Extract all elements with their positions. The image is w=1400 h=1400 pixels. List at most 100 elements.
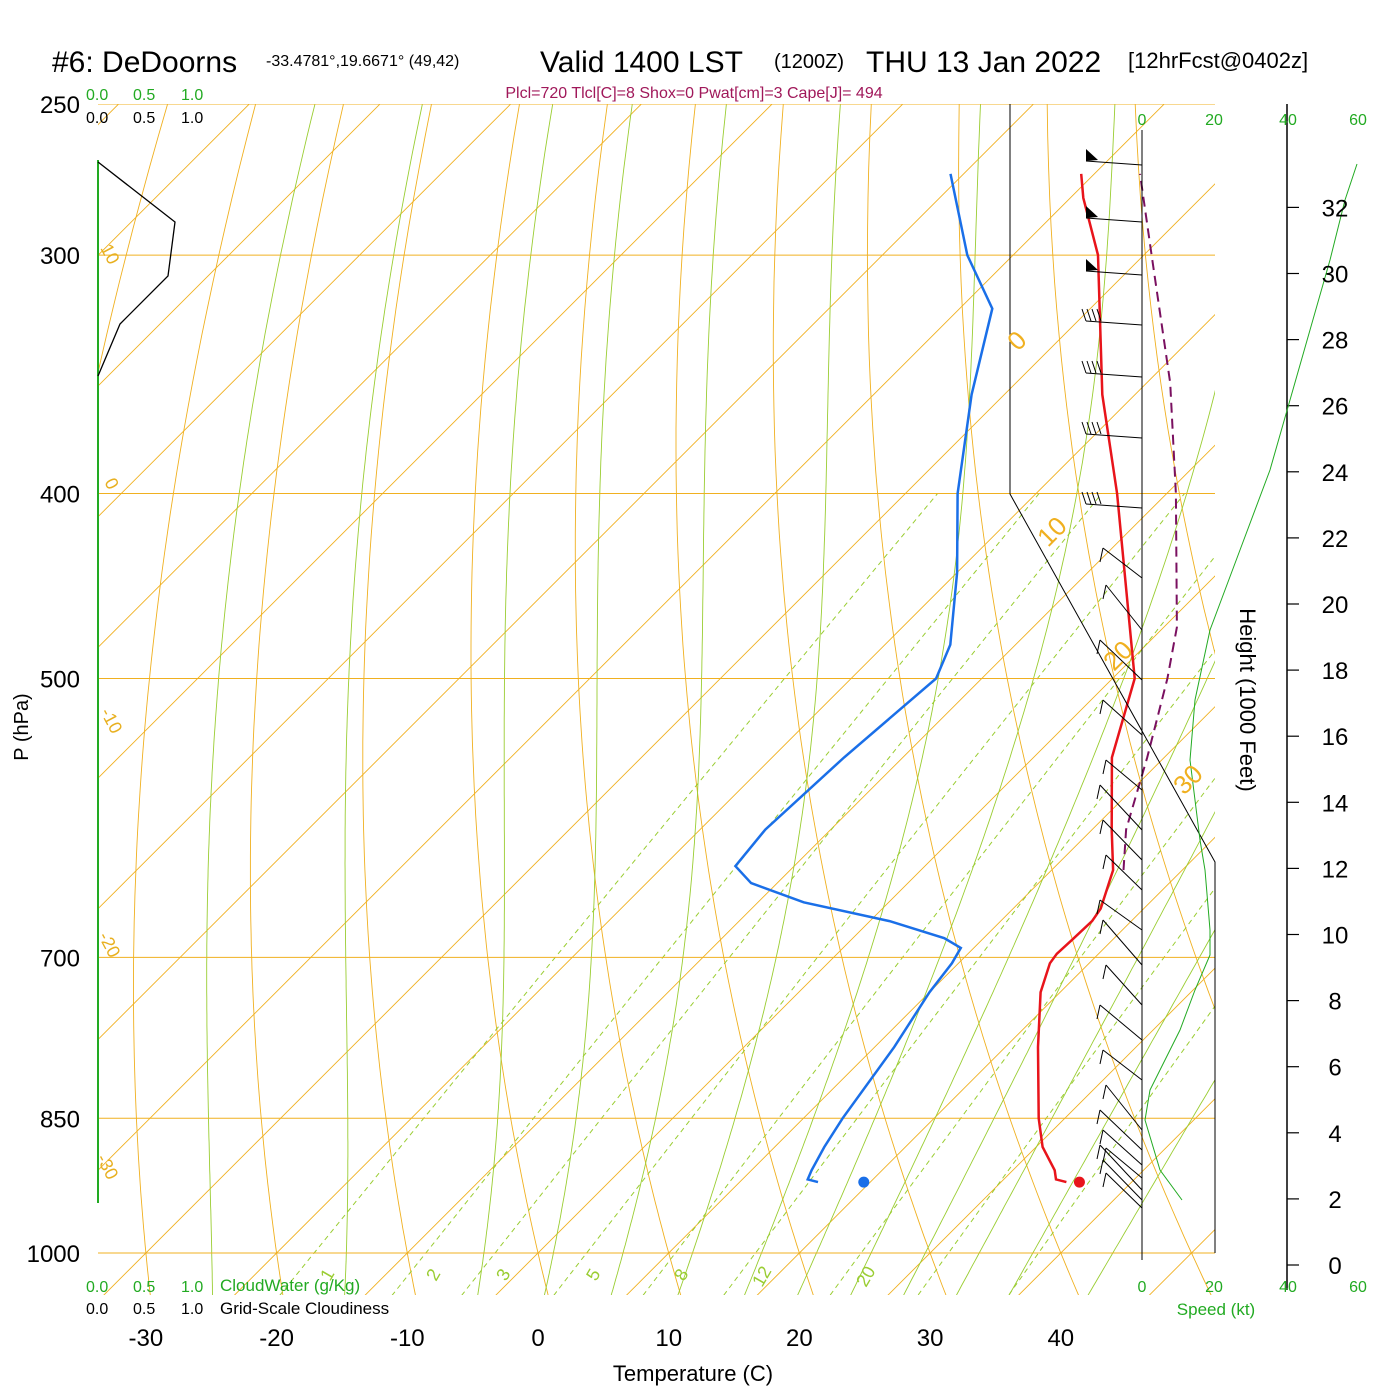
cloudwater-tick-top: 1.0 (181, 87, 203, 104)
speed-tick-top: 40 (1279, 112, 1297, 129)
isotherm-line (756, 836, 1215, 1295)
cloudwater-tick-bottom: 0.5 (133, 1279, 155, 1296)
cloudiness-tick-top: 1.0 (181, 110, 203, 127)
wind-barb (1102, 1084, 1143, 1131)
speed-tick-bottom: 0 (1138, 1279, 1147, 1296)
temperature-tick-label: 10 (655, 1325, 682, 1352)
height-tick-label: 32 (1322, 195, 1349, 222)
dry-adiabat (675, 104, 814, 1295)
wind-barb (1102, 964, 1143, 1006)
valid-time: Valid 1400 LST (540, 46, 743, 79)
height-tick-label: 2 (1328, 1187, 1341, 1214)
wind-barb (1096, 1144, 1143, 1191)
dry-adiabat (1134, 104, 1215, 656)
parcel-profile (1122, 173, 1178, 871)
moist-adiabat (1008, 928, 1215, 1295)
wind-barb (1085, 259, 1143, 276)
temperature-tick-label: 0 (531, 1325, 544, 1352)
wind-barb (1102, 584, 1143, 631)
station-title: #6: DeDoorns (52, 46, 237, 79)
moist-adiabat (544, 104, 633, 1295)
speed-tick-top: 20 (1205, 112, 1223, 129)
isotherm-line (98, 104, 250, 256)
isotherm-line (495, 575, 1215, 1295)
wind-barb (1085, 206, 1143, 223)
speed-tick-bottom: 20 (1205, 1279, 1223, 1296)
wind-barb (1081, 360, 1143, 378)
wind-barb (1081, 421, 1143, 439)
isotherm-line (98, 104, 1035, 1041)
wind-barb (1096, 899, 1143, 931)
speed-tick-bottom: 60 (1349, 1279, 1367, 1296)
mixing-ratio-line (642, 555, 1215, 1295)
moist-adiabat (677, 104, 841, 1295)
y-axis-title: P (hPa) (11, 693, 33, 760)
profiles (733, 173, 1178, 1188)
isotherm-line (98, 104, 643, 649)
moist-adiabat (956, 811, 1215, 1295)
speed-tick-top: 0 (1138, 112, 1147, 129)
temperature-profile (1036, 173, 1136, 1184)
wind-barb (1099, 1129, 1143, 1166)
isotherm-line (626, 706, 1215, 1295)
mixing-ratio-line (917, 887, 1215, 1295)
height-tick-label: 16 (1322, 724, 1349, 751)
forecast-info: [12hrFcst@0402z] (1128, 48, 1308, 73)
height-tick-label: 12 (1322, 856, 1349, 883)
x-axis-title: Temperature (C) (613, 1361, 773, 1386)
wind-barb (1096, 784, 1143, 831)
height-axis-title: Height (1000 Feet) (1235, 608, 1260, 791)
dry-adiabat (574, 104, 682, 1295)
mixing-ratio-line (461, 493, 1103, 1295)
cloudwater-title: CloudWater (g/Kg) (220, 1276, 360, 1295)
wind-barb (1102, 854, 1143, 891)
isotherm-line (98, 104, 381, 387)
wind-barb (1081, 491, 1143, 509)
moist-adiabat (344, 104, 423, 1295)
dry-adiabat (249, 104, 344, 1295)
speed-title: Speed (kt) (1177, 1300, 1255, 1319)
mixing-ratio-line (723, 649, 1215, 1295)
moist-adiabat (206, 104, 316, 1295)
temperature-tick-label: -20 (259, 1325, 294, 1352)
pressure-tick-label: 850 (40, 1106, 80, 1133)
station-coords: -33.4781°,19.6671° (49,42) (266, 53, 459, 70)
dry-adiabat (470, 104, 549, 1295)
pressure-tick-label: 400 (40, 482, 80, 509)
mixing-ratio-line (553, 493, 1185, 1295)
wind-barb (1099, 547, 1143, 579)
cloudiness-title: Grid-Scale Cloudiness (220, 1299, 389, 1318)
moist-adiabat (1087, 1078, 1215, 1295)
wind-speed-profile (1144, 163, 1358, 1201)
dry-adiabat (1046, 104, 1215, 1011)
moist-adiabat (744, 104, 981, 1295)
dewpoint-surface-marker (858, 1176, 870, 1188)
isotherm-line (233, 313, 1215, 1295)
height-tick-label: 28 (1322, 328, 1349, 355)
cloudwater-tick-top: 0.5 (133, 87, 155, 104)
dry-adiabat (958, 104, 1212, 1295)
cloudiness-tick-bottom: 0.0 (86, 1301, 108, 1318)
cloudiness-profile (97, 161, 176, 377)
wind-barb (1099, 1049, 1143, 1081)
height-tick-label: 30 (1322, 262, 1349, 289)
dry-adiabat (133, 104, 257, 1295)
cloudiness-tick-top: 0.0 (86, 110, 108, 127)
isotherm-line (98, 104, 512, 518)
height-tick-label: 24 (1322, 460, 1349, 487)
temperature-tick-label: 30 (917, 1325, 944, 1352)
valid-date: THU 13 Jan 2022 (866, 46, 1101, 79)
height-tick-label: 6 (1328, 1055, 1341, 1082)
temperature-tick-label: -10 (390, 1325, 425, 1352)
moist-adiabat (903, 660, 1215, 1295)
dewpoint-profile (733, 173, 994, 1184)
isotherm-line (887, 967, 1215, 1295)
speed-tick-bottom: 40 (1279, 1279, 1297, 1296)
wind-barb (1102, 1172, 1143, 1209)
cloudiness-tick-bottom: 1.0 (181, 1301, 203, 1318)
height-tick-label: 22 (1322, 526, 1349, 553)
temperature-tick-label: 40 (1047, 1325, 1074, 1352)
dry-adiabat (362, 104, 432, 1295)
height-tick-label: 0 (1328, 1253, 1341, 1280)
